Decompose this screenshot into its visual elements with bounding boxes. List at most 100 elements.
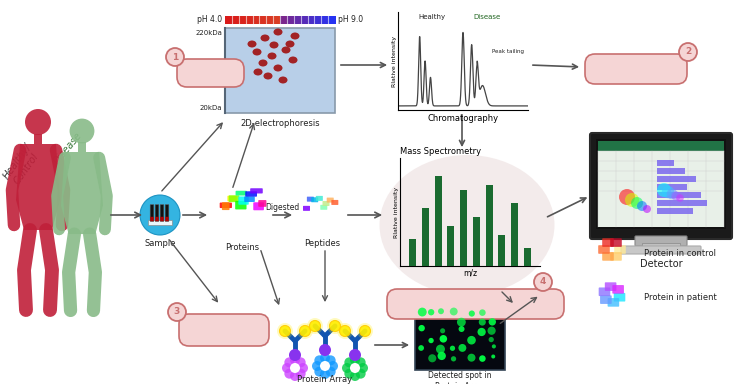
Bar <box>253 16 260 24</box>
Circle shape <box>643 205 651 213</box>
Circle shape <box>479 355 486 362</box>
FancyBboxPatch shape <box>238 197 249 205</box>
Bar <box>598 141 724 151</box>
X-axis label: m/z: m/z <box>463 269 477 278</box>
Bar <box>657 160 674 166</box>
Circle shape <box>679 43 697 61</box>
Circle shape <box>326 355 336 365</box>
Circle shape <box>314 367 324 377</box>
Bar <box>657 192 701 198</box>
FancyBboxPatch shape <box>311 197 318 202</box>
Circle shape <box>419 325 424 331</box>
FancyBboxPatch shape <box>160 205 164 221</box>
Circle shape <box>25 109 51 135</box>
Circle shape <box>140 195 180 235</box>
Circle shape <box>458 326 464 332</box>
Circle shape <box>298 363 308 373</box>
Circle shape <box>299 326 310 336</box>
Ellipse shape <box>259 60 268 66</box>
FancyBboxPatch shape <box>635 236 687 246</box>
Ellipse shape <box>248 40 256 48</box>
FancyBboxPatch shape <box>222 202 230 210</box>
Text: Mass Spectrometry: Mass Spectrometry <box>400 147 482 156</box>
Circle shape <box>284 358 294 367</box>
Bar <box>422 207 429 266</box>
Circle shape <box>631 197 643 209</box>
Ellipse shape <box>274 65 283 71</box>
Bar <box>657 208 693 214</box>
Circle shape <box>70 119 94 143</box>
Circle shape <box>168 303 186 321</box>
FancyBboxPatch shape <box>621 246 701 254</box>
FancyBboxPatch shape <box>614 245 626 254</box>
FancyBboxPatch shape <box>322 201 329 206</box>
Circle shape <box>356 369 366 379</box>
Ellipse shape <box>278 76 287 83</box>
Bar <box>232 16 239 24</box>
Bar <box>410 239 416 266</box>
Circle shape <box>671 191 680 200</box>
Ellipse shape <box>274 28 283 35</box>
Circle shape <box>450 346 455 351</box>
Bar <box>34 134 42 144</box>
Circle shape <box>320 369 330 379</box>
Text: Detected spot in
Protein Array: Detected spot in Protein Array <box>428 371 492 384</box>
Bar <box>328 16 335 24</box>
Ellipse shape <box>289 56 298 63</box>
Bar <box>498 235 506 266</box>
Circle shape <box>534 273 552 291</box>
Bar <box>148 220 172 225</box>
Bar <box>321 16 328 24</box>
Bar <box>657 184 687 190</box>
Circle shape <box>328 361 338 371</box>
Circle shape <box>319 344 331 356</box>
Bar <box>460 189 467 266</box>
FancyBboxPatch shape <box>165 205 169 221</box>
Circle shape <box>467 336 476 344</box>
Text: Protein in control: Protein in control <box>644 248 716 258</box>
Circle shape <box>284 369 294 379</box>
Circle shape <box>296 358 306 367</box>
Circle shape <box>290 371 300 381</box>
Bar <box>280 16 287 24</box>
Text: Disease: Disease <box>52 130 84 166</box>
FancyBboxPatch shape <box>236 191 247 195</box>
Text: Broad application in diagnosis,
prognosis and drug studies: Broad application in diagnosis, prognosi… <box>416 294 534 314</box>
Circle shape <box>428 309 434 315</box>
Circle shape <box>329 321 340 331</box>
Circle shape <box>458 344 466 352</box>
Circle shape <box>289 349 301 361</box>
Ellipse shape <box>269 41 278 48</box>
FancyBboxPatch shape <box>177 59 244 87</box>
FancyBboxPatch shape <box>610 238 622 247</box>
Circle shape <box>419 345 424 351</box>
Text: Digested: Digested <box>265 204 299 212</box>
Circle shape <box>428 338 433 343</box>
Circle shape <box>277 323 293 339</box>
Circle shape <box>357 323 373 339</box>
FancyBboxPatch shape <box>612 285 624 294</box>
Circle shape <box>312 361 322 371</box>
Text: Proteins: Proteins <box>225 243 259 252</box>
Text: Peak tailing: Peak tailing <box>491 49 524 54</box>
Bar <box>435 176 442 266</box>
FancyBboxPatch shape <box>303 206 310 211</box>
X-axis label: Chromatography: Chromatography <box>427 114 499 123</box>
FancyBboxPatch shape <box>387 289 564 319</box>
FancyBboxPatch shape <box>614 293 626 301</box>
FancyBboxPatch shape <box>602 252 613 261</box>
FancyBboxPatch shape <box>316 196 322 201</box>
FancyBboxPatch shape <box>590 133 732 239</box>
Ellipse shape <box>290 33 299 40</box>
Circle shape <box>438 308 444 314</box>
Circle shape <box>450 308 458 315</box>
Circle shape <box>290 363 300 373</box>
Bar <box>598 141 724 227</box>
Text: Healthy/
Control: Healthy/ Control <box>2 142 43 188</box>
Bar <box>642 243 680 248</box>
Circle shape <box>492 344 496 348</box>
Bar <box>448 225 454 266</box>
Ellipse shape <box>281 46 290 53</box>
Bar <box>225 28 335 113</box>
Bar <box>596 139 726 229</box>
